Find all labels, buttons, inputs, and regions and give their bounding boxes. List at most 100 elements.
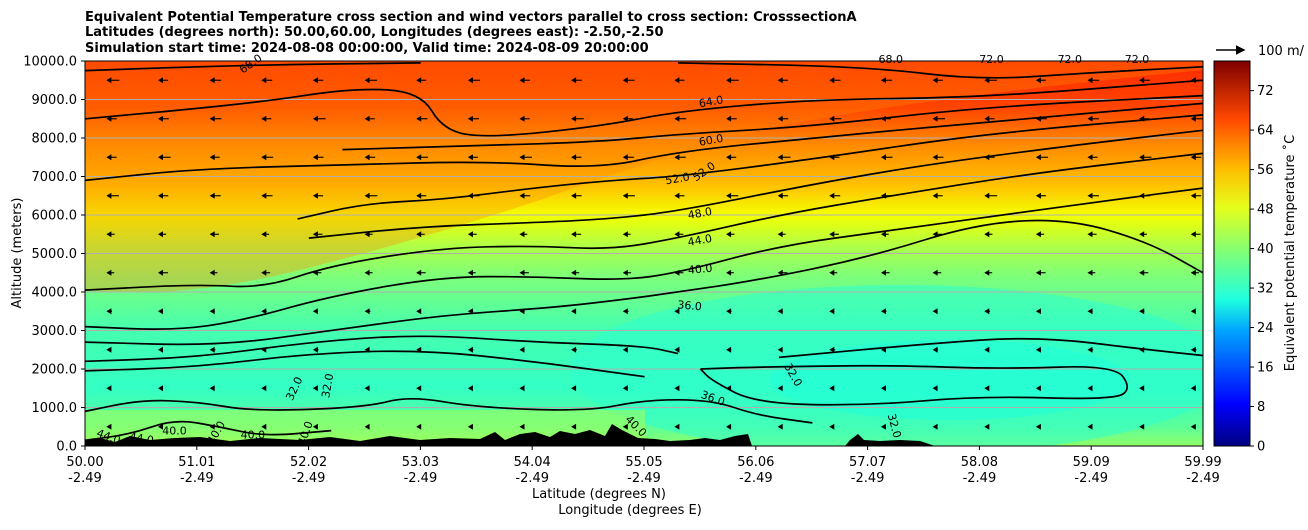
wind-vector-head: [416, 269, 422, 276]
wind-vector-head: [312, 192, 318, 199]
cool-pool-core: [770, 340, 1130, 420]
x-tick-latitude: 54.04: [514, 455, 551, 470]
wind-vector-head: [1087, 231, 1093, 238]
wind-vector-head: [984, 346, 990, 353]
wind-vector-head: [467, 77, 473, 84]
colorbar-tick-label: 16: [1257, 361, 1274, 376]
colorbar-label: Equivalent potential temperature ˚C: [1282, 135, 1298, 371]
quiver-key: 100 m/: [1216, 44, 1305, 59]
wind-vector-head: [1035, 269, 1041, 276]
y-tick-label: 5000.0: [32, 247, 78, 262]
wind-vector-head: [571, 308, 577, 315]
y-axis: 0.0 1000.0 2000.0 3000.0 4000.0 5000.0 6000.0 7…: [23, 55, 85, 455]
wind-vector-head: [519, 154, 525, 161]
wind-vector-head: [622, 346, 628, 353]
wind-vector-head: [261, 231, 267, 238]
wind-vector-head: [881, 346, 886, 353]
wind-vector-head: [1139, 269, 1145, 276]
contour-36: [85, 219, 1203, 346]
wind-vector-head: [1035, 308, 1041, 315]
contour-lines: [85, 62, 1203, 442]
wind-vector-head: [261, 385, 267, 392]
y-axis-label: Altitude (meters): [10, 198, 25, 309]
wind-vector-head: [1087, 308, 1093, 315]
wind-vector-head: [571, 385, 577, 392]
colorbar-tick-label: 32: [1257, 282, 1274, 297]
x-tick-latitude: 53.03: [402, 455, 439, 470]
wind-vector-head: [571, 77, 577, 84]
wind-vector-head: [416, 115, 422, 122]
wind-vector-head: [261, 192, 267, 199]
wind-vector-head: [984, 115, 990, 122]
wind-vector-head: [312, 154, 318, 161]
wind-vector-head: [519, 308, 525, 315]
wind-vector-head: [829, 269, 835, 276]
colorbar-ticks: 0 8 16 24 32 40 48 56 64 72: [1250, 84, 1274, 455]
wind-vector-head: [467, 192, 473, 199]
wind-vector-head: [674, 423, 680, 430]
wind-vector-head: [261, 308, 267, 315]
wind-vector-head: [1139, 115, 1145, 122]
wind-vector-head: [571, 231, 577, 238]
wind-vector-head: [984, 154, 990, 161]
y-tick-label: 0.0: [56, 440, 77, 455]
wind-vector-head: [1139, 231, 1145, 238]
contour-36: [85, 335, 679, 363]
wind-vector-head: [158, 231, 163, 238]
wind-vector-head: [416, 385, 422, 392]
wind-vector-head: [984, 385, 990, 392]
x-tick-longitude: -2.49: [515, 471, 549, 486]
wind-vector-head: [726, 231, 732, 238]
wind-vector-head: [416, 423, 422, 430]
wind-vector-head: [622, 77, 628, 84]
y-tick-label: 2000.0: [32, 363, 78, 378]
x-tick-longitude: -2.49: [851, 471, 885, 486]
wind-vector-head: [674, 269, 680, 276]
x-tick-latitude: 59.09: [1073, 455, 1110, 470]
wind-vector-head: [209, 115, 215, 122]
y-tick-label: 6000.0: [32, 209, 78, 224]
contour-44: [85, 152, 1203, 291]
wind-vector-head: [622, 308, 628, 315]
wind-vector-head: [829, 77, 835, 84]
wind-vector-head: [106, 192, 112, 199]
wind-vector-head: [467, 269, 473, 276]
quiver-key-label: 100 m/: [1258, 44, 1305, 59]
x-tick-latitude: 55.05: [625, 455, 662, 470]
wind-vector-head: [158, 192, 163, 199]
wind-vector-head: [312, 231, 318, 238]
wind-vector-head: [932, 231, 938, 238]
wind-vector-head: [467, 231, 473, 238]
wind-vector-head: [106, 77, 112, 84]
wind-vector-head: [984, 231, 990, 238]
wind-vector-head: [1190, 231, 1196, 238]
wind-vector-head: [416, 77, 422, 84]
wind-vector-head: [106, 423, 112, 430]
wind-vector-head: [1035, 77, 1041, 84]
contour-label: 72.0: [1125, 53, 1150, 66]
contour-label: 72.0: [1058, 53, 1083, 66]
wind-vector-head: [158, 115, 163, 122]
x-tick-latitude: 58.08: [961, 455, 998, 470]
wind-vector-head: [364, 77, 370, 84]
wind-vector-head: [622, 269, 628, 276]
contour-label: 64.0: [698, 93, 724, 110]
wind-vector-head: [209, 192, 215, 199]
contour-label: 60.0: [698, 132, 724, 149]
colorbar-tick-label: 72: [1257, 84, 1274, 99]
wind-vector-head: [158, 77, 163, 84]
wind-vector-head: [1087, 77, 1093, 84]
contour-label: 32.0: [319, 372, 336, 398]
wind-vector-head: [674, 231, 680, 238]
wind-vector-head: [674, 192, 680, 199]
y-tick-label: 3000.0: [32, 324, 78, 339]
wind-vector-head: [519, 115, 525, 122]
wind-vector-head: [312, 77, 318, 84]
wind-vector-head: [881, 308, 886, 315]
wind-vector-head: [1035, 192, 1041, 199]
wind-vector-head: [209, 346, 215, 353]
wind-vector-head: [312, 269, 318, 276]
contour-40: [85, 397, 813, 424]
wind-vector-head: [881, 192, 886, 199]
title-line-1: Equivalent Potential Temperature cross s…: [85, 10, 857, 25]
